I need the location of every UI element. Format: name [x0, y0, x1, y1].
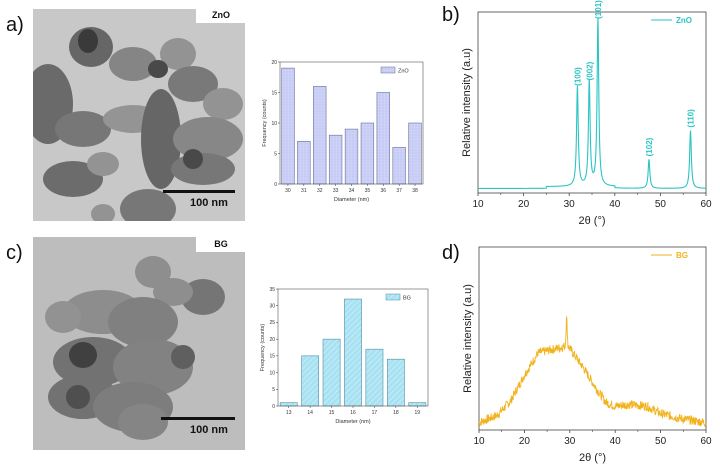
x-tick-label: 40 [609, 199, 621, 210]
xrd-bg-chart: 10 20 30 40 50 60 2θ (°) Relative intensity (a.… [462, 246, 712, 464]
x-axis-label: 2θ (°) [578, 215, 605, 227]
x-tick-label: 36 [380, 188, 386, 194]
histogram-bar [376, 92, 390, 185]
histogram-bar [301, 355, 320, 407]
peak-label: (102) [645, 137, 654, 156]
x-tick-label: 20 [518, 199, 530, 210]
panel-label-a: a) [6, 14, 24, 36]
histogram-bar [344, 128, 359, 185]
tem-tag-bg: BG [196, 237, 246, 252]
x-axis-label: 2θ (°) [579, 452, 606, 464]
x-tick-label: 19 [415, 410, 421, 416]
peak-label: (002) [585, 61, 594, 80]
x-tick-label: 15 [329, 410, 335, 416]
histogram-bar [365, 348, 384, 407]
histogram-zno: 30 31 32 33 34 35 36 37 38 0 5 10 15 20 Diameter (nm) F… [262, 60, 424, 203]
histogram-bg: 13 14 15 16 17 18 19 0 5 10 15 20 25 30 35 Diameter (nm… [260, 287, 429, 425]
x-tick-label: 40 [610, 436, 622, 447]
x-tick-label: 14 [307, 410, 313, 416]
x-tick-label: 18 [393, 410, 399, 416]
histogram-bar [297, 141, 311, 185]
y-tick-label: 20 [271, 60, 277, 66]
x-tick-label: 60 [700, 199, 712, 210]
histogram-bar [328, 134, 343, 185]
x-tick-label: 16 [350, 410, 356, 416]
x-axis-label: Diameter (nm) [335, 419, 370, 425]
y-tick-label: 5 [274, 151, 277, 157]
y-axis-label: Frequency (counts) [260, 324, 266, 372]
y-tick-label: 10 [271, 121, 277, 127]
y-axis-label: Frequency (counts) [262, 99, 268, 147]
legend-label: BG [676, 251, 688, 260]
legend-label: ZnO [398, 69, 409, 75]
histogram-bar [322, 338, 341, 407]
x-axis-label: Diameter (nm) [334, 197, 369, 203]
xrd-curve-bg [478, 316, 707, 427]
xrd-zno-chart: 10 20 30 40 50 60 2θ (°) Relative intensity (a.… [461, 0, 712, 227]
scale-bar-label: 100 nm [190, 197, 228, 209]
tem-image-zno: 100 nm [33, 9, 245, 221]
legend-label: ZnO [676, 16, 692, 25]
x-tick-label: 31 [301, 188, 307, 194]
legend-swatch [380, 66, 396, 74]
tem-particles-zno [33, 27, 243, 221]
y-tick-label: 5 [272, 387, 275, 393]
xrd-curve-zno [478, 18, 707, 189]
x-tick-label: 20 [519, 436, 531, 447]
histogram-bar [408, 122, 422, 185]
x-tick-label: 13 [286, 410, 292, 416]
x-tick-label: 30 [285, 188, 291, 194]
x-tick-label: 34 [349, 188, 355, 194]
panel-label-d: d) [442, 242, 460, 264]
y-tick-label: 30 [269, 304, 275, 310]
legend-label: BG [403, 296, 411, 302]
panel-label-c: c) [6, 242, 23, 264]
x-tick-label: 17 [372, 410, 378, 416]
y-axis-label: Relative intensity (a.u) [462, 284, 474, 393]
x-tick-label: 50 [655, 199, 667, 210]
histogram-bar [360, 122, 375, 185]
histogram-bar [281, 67, 295, 185]
x-tick-label: 60 [700, 436, 712, 447]
y-axis-label: Relative intensity (a.u) [461, 48, 473, 157]
histogram-bar [344, 298, 362, 407]
x-tick-label: 50 [655, 436, 667, 447]
scale-bar-line [161, 417, 235, 420]
plot-frame [478, 246, 707, 431]
x-tick-label: 38 [412, 188, 418, 194]
y-tick-label: 10 [269, 370, 275, 376]
tem-tag-zno: ZnO [196, 8, 246, 23]
scale-bar-line [163, 190, 235, 193]
y-tick-label: 35 [269, 287, 275, 293]
plot-frame [277, 288, 429, 407]
x-tick-label: 32 [317, 188, 323, 194]
y-tick-label: 25 [269, 320, 275, 326]
peak-label: (110) [686, 109, 695, 128]
peak-label: (101) [594, 0, 603, 19]
y-tick-label: 15 [271, 90, 277, 96]
peak-label: (100) [573, 67, 582, 86]
x-tick-label: 10 [472, 199, 484, 210]
histogram-bar [392, 147, 406, 185]
x-tick-label: 10 [473, 436, 485, 447]
tem-image-bg: 100 nm [33, 237, 245, 450]
y-tick-label: 15 [269, 354, 275, 360]
x-tick-label: 37 [396, 188, 402, 194]
panel-label-b: b) [442, 4, 460, 26]
y-tick-label: 0 [272, 404, 275, 410]
x-tick-label: 33 [333, 188, 339, 194]
x-tick-label: 30 [564, 436, 576, 447]
histogram-bar [313, 86, 327, 185]
legend-swatch [385, 293, 401, 301]
histogram-bar [408, 402, 427, 407]
histogram-bar [279, 402, 298, 407]
x-tick-label: 30 [564, 199, 576, 210]
y-tick-label: 0 [274, 182, 277, 188]
scale-bar-label: 100 nm [190, 424, 228, 436]
tem-particles-bg [45, 256, 225, 440]
histogram-bar [386, 358, 405, 407]
y-tick-label: 20 [269, 337, 275, 343]
x-tick-label: 35 [365, 188, 371, 194]
